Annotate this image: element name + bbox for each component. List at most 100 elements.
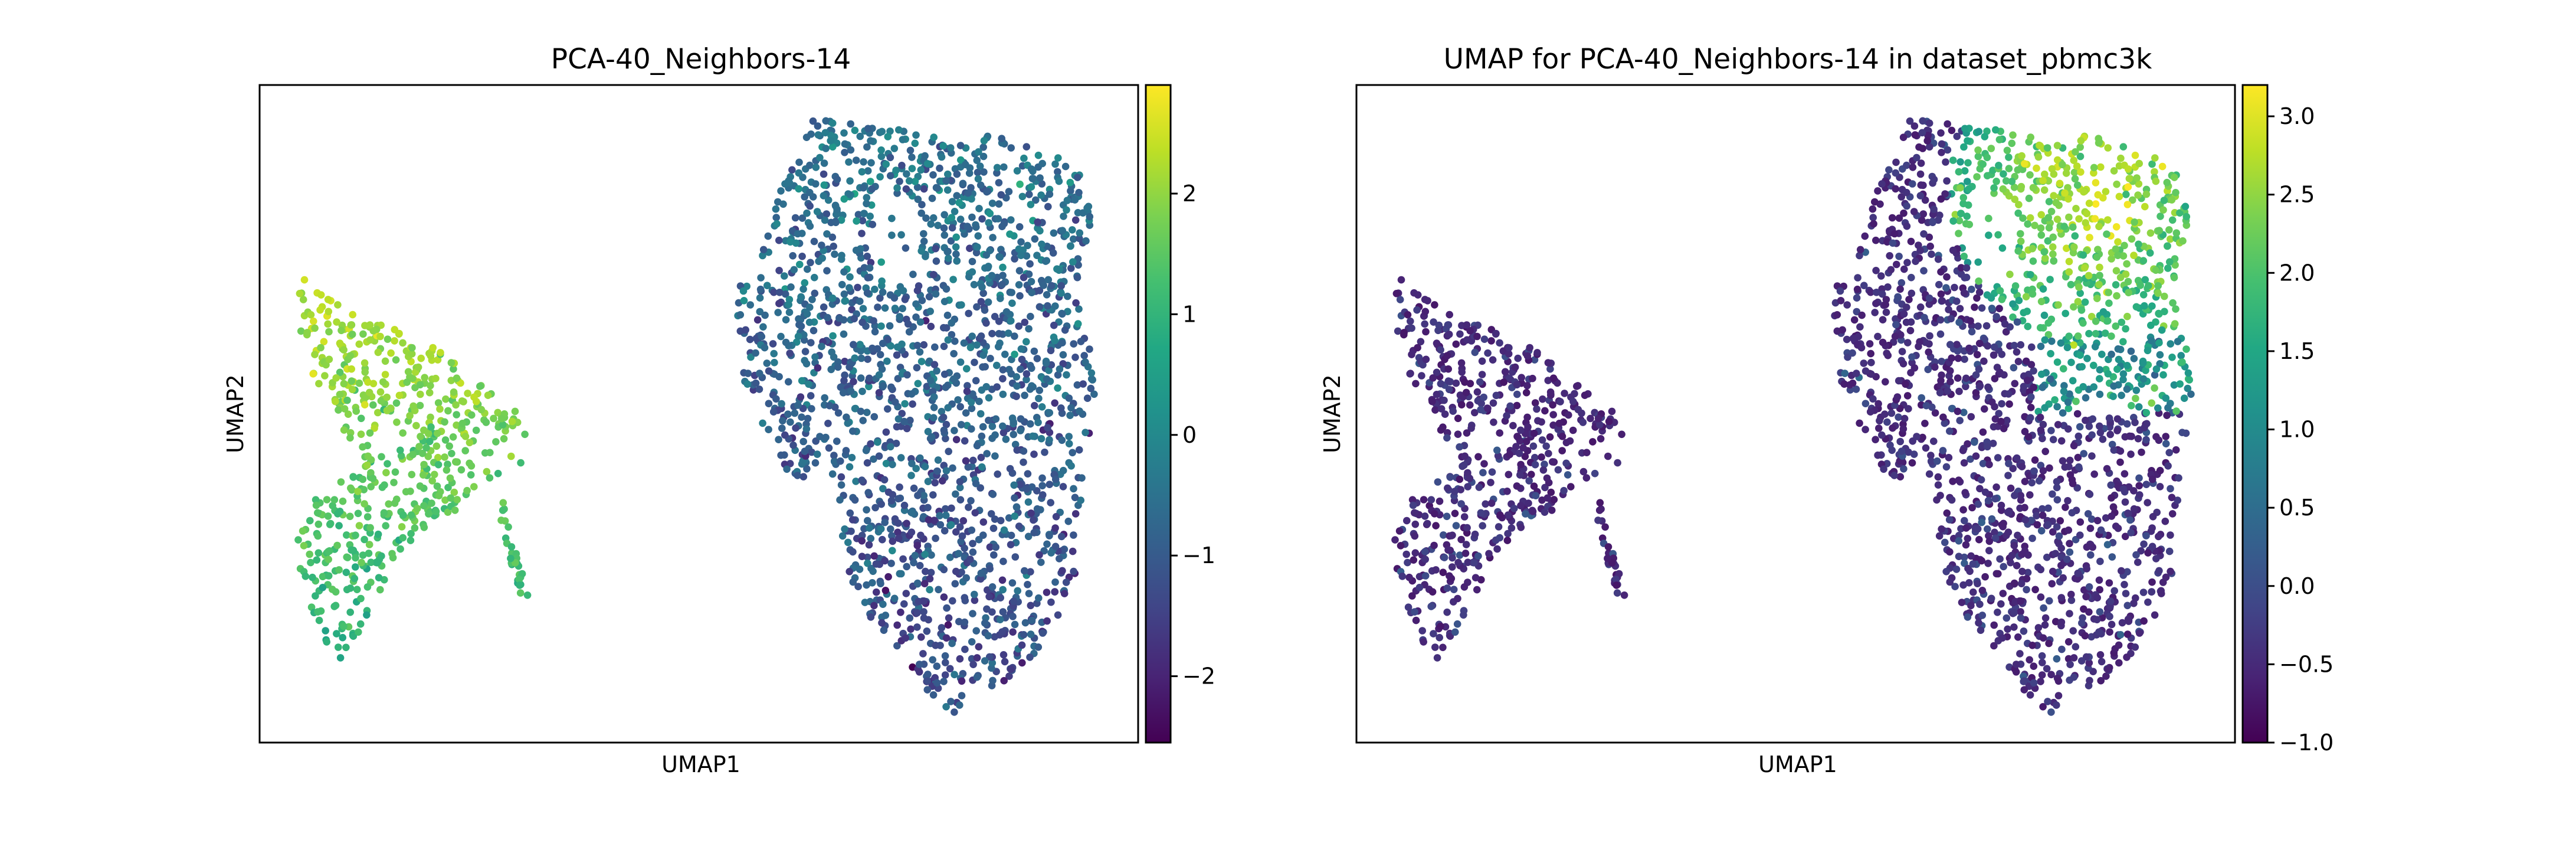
scatter-point [812, 164, 820, 171]
scatter-point [2108, 440, 2116, 449]
scatter-point [1565, 411, 1572, 419]
scatter-point [2124, 509, 2132, 517]
scatter-point [1429, 374, 1437, 382]
scatter-point [1517, 524, 1525, 531]
scatter-point [830, 452, 838, 459]
scatter-point [1858, 311, 1866, 319]
scatter-point [981, 657, 989, 665]
scatter-point [366, 336, 374, 344]
scatter-point [1946, 378, 1954, 385]
scatter-point [2125, 616, 2133, 625]
scatter-point [324, 320, 332, 328]
scatter-point [923, 686, 932, 694]
scatter-point [1063, 197, 1071, 204]
scatter-point [999, 272, 1007, 280]
scatter-point [900, 417, 908, 426]
scatter-point [2122, 325, 2129, 333]
scatter-point [1040, 282, 1047, 289]
scatter-point [844, 190, 852, 198]
scatter-point [1450, 586, 1458, 593]
scatter-point [959, 179, 967, 188]
scatter-point [1484, 349, 1492, 357]
scatter-point [1519, 444, 1527, 452]
scatter-point [1014, 587, 1021, 595]
scatter-point [1938, 525, 1945, 533]
scatter-point [1879, 316, 1887, 323]
scatter-point [1071, 354, 1079, 361]
scatter-point [417, 390, 424, 398]
scatter-point [1976, 382, 1984, 390]
scatter-point [1961, 560, 1968, 567]
scatter-point [2070, 654, 2078, 662]
scatter-point [1500, 378, 1507, 386]
scatter-point [1923, 137, 1931, 145]
scatter-point [943, 248, 952, 256]
scatter-point [2047, 349, 2054, 358]
scatter-point [1964, 440, 1971, 448]
scatter-point [1937, 268, 1945, 276]
scatter-point [951, 671, 958, 679]
scatter-point [2064, 638, 2073, 646]
scatter-point [1959, 446, 1967, 455]
scatter-point [833, 205, 841, 213]
scatter-point [2044, 504, 2052, 512]
scatter-point [1035, 387, 1044, 394]
scatter-point [2174, 496, 2181, 504]
scatter-point [842, 447, 850, 455]
scatter-point [2131, 419, 2139, 426]
scatter-point [841, 297, 850, 305]
colorbar-tick-label: 2.0 [2279, 260, 2315, 286]
scatter-point [1833, 311, 1841, 319]
scatter-point [1397, 542, 1405, 550]
scatter-point [1883, 349, 1890, 357]
scatter-point [1522, 510, 1529, 518]
scatter-point [923, 382, 931, 390]
scatter-point [2139, 375, 2148, 383]
scatter-point [841, 140, 849, 148]
scatter-point [1618, 430, 1625, 439]
scatter-point [1876, 417, 1883, 425]
scatter-point [828, 470, 837, 478]
scatter-point [856, 565, 864, 573]
scatter-point [1975, 365, 1983, 373]
scatter-point [1031, 401, 1038, 410]
scatter-point [2113, 365, 2121, 373]
scatter-point [1028, 616, 1036, 625]
scatter-point [880, 626, 888, 634]
scatter-point [1934, 216, 1942, 224]
scatter-point [860, 158, 867, 166]
scatter-point [1925, 119, 1933, 127]
scatter-point [1513, 401, 1521, 410]
scatter-point [2053, 655, 2061, 663]
scatter-point [999, 263, 1007, 272]
scatter-point [2155, 567, 2163, 575]
scatter-point [777, 451, 785, 459]
scatter-point [942, 505, 949, 513]
scatter-point [851, 496, 859, 504]
scatter-point [977, 453, 985, 462]
scatter-point [846, 509, 854, 517]
scatter-point [504, 523, 512, 531]
scatter-point [829, 143, 837, 151]
scatter-point [1446, 632, 1454, 640]
scatter-point [1020, 447, 1028, 455]
scatter-point [2162, 440, 2170, 447]
scatter-point [1972, 389, 1980, 397]
scatter-point [1875, 424, 1883, 432]
scatter-point [2155, 532, 2162, 541]
scatter-point [339, 497, 347, 505]
scatter-point [316, 306, 324, 314]
scatter-point [1034, 218, 1041, 226]
scatter-point [1410, 556, 1418, 564]
scatter-point [2130, 251, 2138, 260]
scatter-point [1951, 211, 1959, 218]
scatter-point [2104, 216, 2112, 224]
scatter-point [2053, 142, 2062, 149]
scatter-point [1843, 301, 1851, 309]
scatter-point [1861, 426, 1869, 433]
scatter-point [420, 502, 428, 509]
scatter-point [921, 551, 929, 558]
scatter-point [863, 408, 871, 416]
scatter-point [957, 156, 965, 164]
scatter-point [1909, 180, 1916, 188]
